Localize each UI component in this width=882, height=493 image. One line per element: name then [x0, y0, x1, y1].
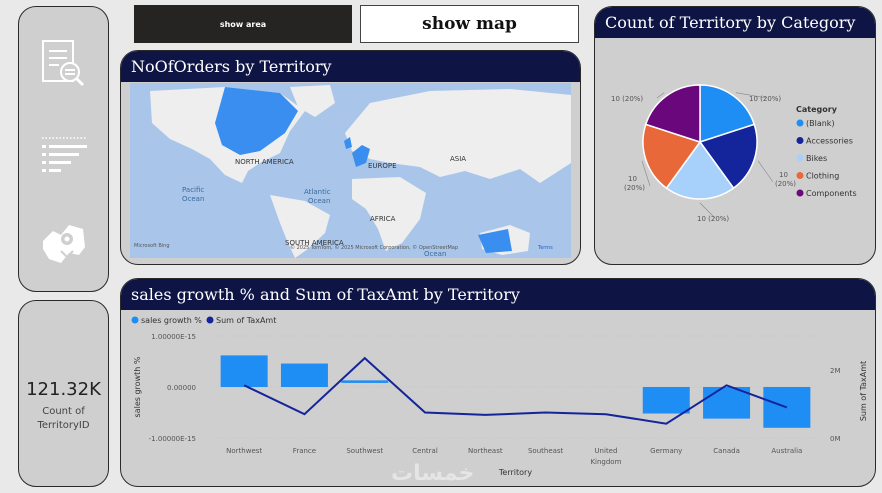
combo-legend-label-1: Sum of TaxAmt: [216, 316, 276, 325]
show-area-button[interactable]: show area: [134, 5, 352, 43]
pie-chart[interactable]: 10 (20%)10(20%)10 (20%)10(20%)10 (20%)Ca…: [595, 39, 875, 264]
combo-xtick-3-line0: Central: [412, 447, 438, 455]
map-label-africa: AFRICA: [370, 215, 396, 223]
map-land-south-america: [270, 195, 330, 258]
pie-leader-4: [656, 92, 665, 99]
combo-line-series: [243, 356, 788, 425]
pie-legend-label-4: Components: [806, 189, 857, 198]
pie-legend-label-0: (Blank): [806, 119, 835, 128]
map-label-atlantic: Atlantic: [304, 188, 331, 196]
kpi-label-line1: Count of: [42, 406, 85, 417]
combo-xtick-6-line1: Kingdom: [590, 458, 621, 466]
map-label-pacific-ocean: Ocean: [182, 195, 204, 203]
pie-data-label-3-line2: (20%): [624, 184, 645, 192]
kpi-label: Count of TerritoryID: [19, 405, 108, 433]
pie-card: Count of Territory by Category 10 (20%) 1…: [594, 6, 876, 265]
pie-slice-2: [665, 140, 735, 200]
bar-list-icon[interactable]: [39, 133, 89, 185]
watermark: خمسات: [391, 461, 474, 486]
combo-xtick-0-line0: Northwest: [226, 447, 262, 455]
combo-bar-1: [280, 363, 328, 387]
pie-data-label-4: 10 (20%): [611, 95, 643, 103]
report-search-icon[interactable]: [39, 37, 89, 89]
combo-xtick-5-line0: Southeast: [528, 447, 564, 455]
combo-chart[interactable]: sales growth % Sum of TaxAmt 1.00000E-15 0.…: [121, 310, 875, 486]
show-map-button[interactable]: show map: [360, 5, 579, 43]
map-land-greenland: [290, 85, 335, 117]
combo-y2tick-1: 0M: [830, 435, 841, 443]
combo-bar-0: [220, 355, 268, 387]
combo-xtick-7-line0: Germany: [650, 447, 682, 455]
map-label-atlantic-ocean: Ocean: [308, 197, 330, 205]
pie-leader-2: [699, 202, 716, 219]
combo-bar-7: [642, 387, 690, 414]
map-highlight-australia: [478, 229, 512, 253]
map-label-asia: ASIA: [450, 155, 466, 163]
pie-slice-3: [642, 123, 702, 190]
pie-leader-1: [757, 160, 774, 183]
combo-ytick-0: 1.00000E-15: [151, 333, 196, 341]
combo-ytick-1: 0.00000: [167, 384, 196, 392]
pie-legend-label-1: Accessories: [806, 137, 853, 146]
map-highlight-north-america: [215, 87, 298, 155]
pie-data-label-1-line1: 10: [779, 171, 788, 179]
combo-ylabel: sales growth %: [133, 356, 142, 417]
pie-legend-marker-4: [796, 189, 804, 197]
pie-legend-marker-3: [796, 172, 804, 179]
map-label-north-america: NORTH AMERICA: [235, 158, 294, 166]
map-highlight-europe: [352, 145, 370, 167]
combo-xlabel: Territory: [498, 468, 532, 477]
pie-title: Count of Territory by Category: [595, 7, 875, 38]
map-land-africa: [352, 177, 426, 251]
kpi-label-line2: TerritoryID: [37, 420, 90, 431]
kpi-card: 121.32K Count of TerritoryID: [18, 300, 109, 487]
kpi-value: 121.32K: [26, 379, 101, 400]
pie-data-label-0: 10 (20%): [749, 95, 781, 103]
pie-slice-0: [699, 84, 756, 144]
pie-data-label-3-line1: 10: [628, 175, 637, 183]
combo-bar-8: [703, 387, 751, 419]
combo-card: sales growth % and Sum of TaxAmt by Terr…: [120, 278, 876, 487]
map-card: NoOfOrders by Territory NORTH AMERICA EU…: [120, 50, 581, 265]
pie-slice-1: [698, 123, 758, 190]
map-highlight-uk: [344, 137, 352, 149]
pie-data-label-1-line2: (20%): [775, 180, 796, 188]
pie-legend-label-3: Clothing: [806, 172, 839, 181]
navigation-card: [18, 6, 109, 292]
map-label-europe: EUROPE: [368, 162, 397, 170]
map-label-ocean-bottom: Ocean: [424, 250, 446, 258]
pie-legend-title: Category: [796, 105, 838, 114]
combo-xtick-4-line0: Northeast: [468, 447, 503, 455]
pie-legend-marker-2: [796, 154, 804, 162]
combo-xtick-9-line0: Australia: [771, 447, 802, 455]
combo-bar-2: [341, 380, 389, 383]
combo-xtick-2-line0: Southwest: [346, 447, 383, 455]
pie-legend-marker-1: [796, 137, 804, 144]
combo-ytick-2: -1.00000E-15: [149, 435, 196, 443]
map-label-south-america: SOUTH AMERICA: [285, 239, 344, 247]
combo-legend-label-0: sales growth %: [141, 316, 202, 325]
map-title: NoOfOrders by Territory: [121, 51, 580, 82]
map-pin-icon[interactable]: [39, 219, 89, 271]
combo-xtick-8-line0: Canada: [713, 447, 740, 455]
combo-y2label: Sum of TaxAmt: [859, 361, 868, 421]
pie-leader-0: [735, 92, 768, 99]
map-land-eurasia: [345, 89, 571, 183]
map-terms[interactable]: Terms: [537, 245, 553, 251]
map-label-pacific: Pacific: [182, 186, 204, 194]
pie-leader-3: [641, 160, 651, 187]
combo-y2tick-0: 2M: [830, 367, 841, 375]
pie-legend-label-2: Bikes: [806, 154, 827, 163]
combo-xtick-1-line0: France: [293, 447, 316, 455]
pie-legend-marker-0: [796, 119, 804, 127]
map-brand: Microsoft Bing: [134, 243, 170, 249]
combo-legend-marker-1: [206, 316, 214, 324]
map-copyright: © 2025 TomTom, © 2025 Microsoft Corporat…: [290, 244, 458, 251]
combo-legend-marker-0: [131, 316, 139, 324]
pie-slice-4: [644, 84, 701, 144]
combo-xtick-6-line0: United: [594, 447, 617, 455]
combo-title: sales growth % and Sum of TaxAmt by Terr…: [121, 279, 875, 310]
pie-data-label-2: 10 (20%): [697, 215, 729, 223]
map-visual[interactable]: NORTH AMERICA EUROPE ASIA AFRICA SOUTH A…: [130, 83, 571, 258]
